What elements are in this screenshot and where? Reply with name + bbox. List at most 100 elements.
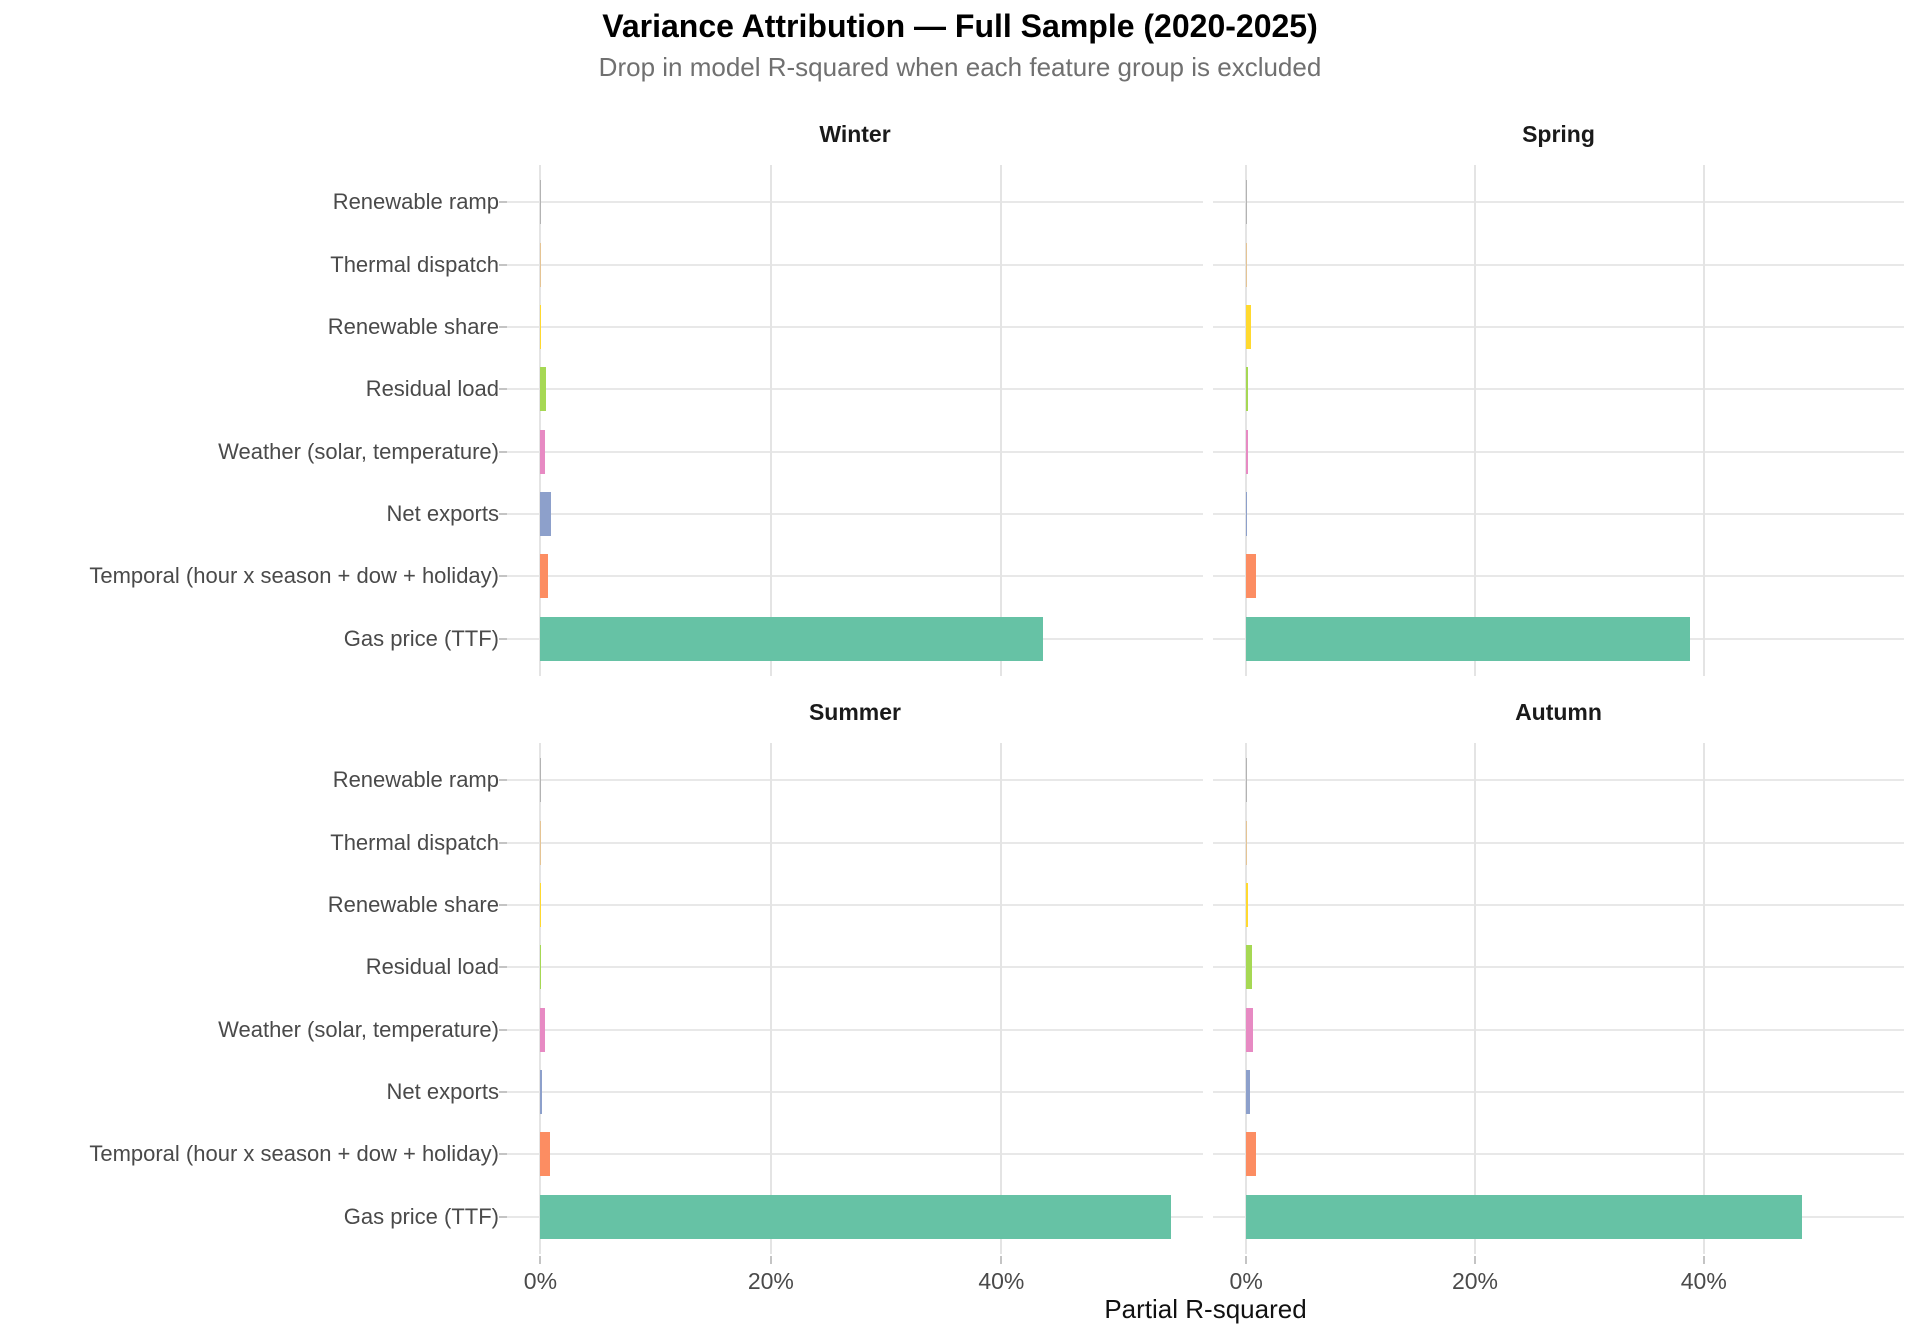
facet-panel bbox=[1213, 743, 1904, 1254]
category-label: Renewable share bbox=[327, 892, 499, 918]
facet-strip-label: Summer bbox=[808, 699, 902, 725]
y-axis-tick bbox=[499, 1153, 507, 1156]
category-label: Net exports bbox=[386, 1078, 500, 1104]
bar-winter-4 bbox=[540, 367, 547, 412]
bar-summer-5 bbox=[540, 1007, 546, 1052]
gridline-row bbox=[507, 1153, 1203, 1156]
gridline-row bbox=[1213, 904, 1904, 907]
gridline-row bbox=[1213, 450, 1904, 453]
gridline-row bbox=[1213, 1090, 1904, 1093]
gridline-row bbox=[1213, 388, 1904, 391]
gridline-xtick bbox=[1473, 165, 1476, 676]
bar-spring-3 bbox=[1246, 305, 1251, 350]
facet-strip-label: Winter bbox=[819, 121, 891, 147]
gridline-xtick bbox=[1702, 743, 1705, 1254]
bar-summer-8 bbox=[540, 1194, 1171, 1239]
bar-autumn-8 bbox=[1246, 1194, 1803, 1239]
x-axis-tick-label: 40% bbox=[978, 1268, 1025, 1294]
x-axis-tick-label: 0% bbox=[523, 1268, 558, 1294]
gridline-xtick bbox=[769, 743, 772, 1254]
gridline-xtick bbox=[1473, 743, 1476, 1254]
category-label: Weather (solar, temperature) bbox=[218, 438, 499, 464]
y-axis-tick bbox=[499, 1028, 507, 1031]
gridline-row bbox=[507, 841, 1203, 844]
y-axis-tick bbox=[499, 904, 507, 907]
bar-autumn-7 bbox=[1246, 1132, 1256, 1177]
gridline-row bbox=[507, 450, 1203, 453]
gridline-row bbox=[507, 575, 1203, 578]
gridline-xtick bbox=[539, 165, 542, 676]
bar-winter-7 bbox=[540, 554, 549, 599]
facet-panel bbox=[1213, 165, 1904, 676]
x-axis-tick bbox=[1245, 1256, 1248, 1264]
gridline-row bbox=[507, 904, 1203, 907]
category-label: Temporal (hour x season + dow + holiday) bbox=[89, 1141, 499, 1167]
y-axis-tick bbox=[499, 637, 507, 640]
y-axis-tick bbox=[499, 966, 507, 969]
bar-spring-6 bbox=[1246, 491, 1247, 536]
y-axis-tick bbox=[499, 512, 507, 515]
gridline-row bbox=[507, 512, 1203, 515]
y-axis-tick bbox=[499, 201, 507, 204]
bar-spring-5 bbox=[1246, 429, 1248, 474]
chart-subtitle: Drop in model R-squared when each featur… bbox=[598, 52, 1322, 82]
gridline-row bbox=[507, 966, 1203, 969]
facet-strip-label: Spring bbox=[1522, 121, 1595, 147]
bar-autumn-5 bbox=[1246, 1007, 1254, 1052]
gridline-row bbox=[507, 326, 1203, 329]
x-axis-tick bbox=[1000, 1256, 1003, 1264]
gridline-row bbox=[1213, 1028, 1904, 1031]
y-axis-tick bbox=[499, 326, 507, 329]
y-axis-tick bbox=[499, 1215, 507, 1218]
x-axis-tick-label: 0% bbox=[1229, 1268, 1263, 1294]
bar-autumn-3 bbox=[1246, 883, 1248, 928]
category-label: Residual load bbox=[365, 954, 499, 980]
gridline-row bbox=[1213, 201, 1904, 204]
gridline-row bbox=[507, 388, 1203, 391]
bar-autumn-4 bbox=[1246, 945, 1253, 990]
category-label: Renewable ramp bbox=[332, 767, 499, 793]
gridline-row bbox=[507, 263, 1203, 266]
x-axis-tick bbox=[1702, 1256, 1705, 1264]
gridline-xtick bbox=[1245, 165, 1248, 676]
gridline-row bbox=[507, 1028, 1203, 1031]
bar-autumn-2 bbox=[1246, 820, 1248, 865]
bar-spring-4 bbox=[1246, 367, 1248, 412]
category-label: Weather (solar, temperature) bbox=[218, 1016, 499, 1042]
bar-summer-7 bbox=[540, 1132, 551, 1177]
gridline-row bbox=[1213, 1153, 1904, 1156]
x-axis-tick bbox=[769, 1256, 772, 1264]
y-axis-tick bbox=[499, 263, 507, 266]
x-axis-tick bbox=[539, 1256, 542, 1264]
x-axis-tick-label: 20% bbox=[747, 1268, 794, 1294]
category-label: Thermal dispatch bbox=[330, 829, 499, 855]
y-axis-tick bbox=[499, 1090, 507, 1093]
gridline-row bbox=[1213, 575, 1904, 578]
bar-winter-5 bbox=[540, 429, 546, 474]
gridline-xtick bbox=[1000, 743, 1003, 1254]
category-label: Temporal (hour x season + dow + holiday) bbox=[89, 563, 499, 589]
category-label: Residual load bbox=[365, 376, 499, 402]
x-axis-tick-label: 40% bbox=[1680, 1268, 1727, 1294]
gridline-row bbox=[1213, 966, 1904, 969]
category-label: Renewable share bbox=[327, 314, 499, 340]
x-axis-tick bbox=[1473, 1256, 1476, 1264]
y-axis-tick bbox=[499, 388, 507, 391]
chart-title: Variance Attribution — Full Sample (2020… bbox=[602, 8, 1318, 44]
facet-panel bbox=[507, 743, 1203, 1254]
bar-summer-6 bbox=[540, 1069, 542, 1114]
category-label: Thermal dispatch bbox=[330, 251, 499, 277]
bar-winter-6 bbox=[540, 491, 551, 536]
bar-spring-7 bbox=[1246, 554, 1256, 599]
gridline-row bbox=[507, 201, 1203, 204]
y-axis-tick bbox=[499, 575, 507, 578]
gridline-row bbox=[507, 779, 1203, 782]
gridline-row bbox=[1213, 779, 1904, 782]
bar-autumn-6 bbox=[1246, 1069, 1250, 1114]
y-axis-tick bbox=[499, 779, 507, 782]
y-axis-tick bbox=[499, 450, 507, 453]
category-label: Gas price (TTF) bbox=[343, 625, 499, 651]
facet-panel bbox=[507, 165, 1203, 676]
gridline-xtick bbox=[539, 743, 542, 1254]
